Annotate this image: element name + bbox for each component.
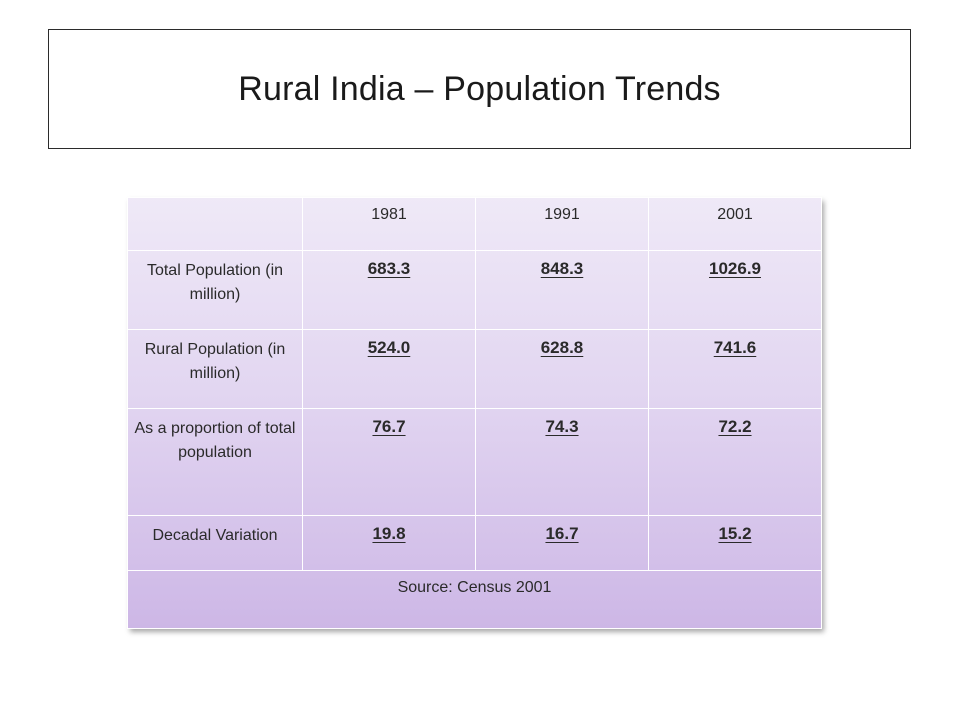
row-label-rural-population: Rural Population (in million) xyxy=(127,329,303,409)
header-cell-empty xyxy=(127,197,303,251)
header-cell-1981: 1981 xyxy=(302,197,476,251)
slide-title: Rural India – Population Trends xyxy=(238,69,721,108)
cell-rural-2001: 741.6 xyxy=(648,329,822,409)
cell-proportion-1991: 74.3 xyxy=(475,408,649,516)
title-box: Rural India – Population Trends xyxy=(48,29,911,149)
population-table-grid: 1981 1991 2001 Total Population (in mill… xyxy=(127,197,822,629)
cell-proportion-2001: 72.2 xyxy=(648,408,822,516)
table-row: Rural Population (in million) 524.0 628.… xyxy=(127,329,822,409)
row-label-proportion: As a proportion of total population xyxy=(127,408,303,516)
header-cell-1991: 1991 xyxy=(475,197,649,251)
cell-proportion-1981: 76.7 xyxy=(302,408,476,516)
table-row: Total Population (in million) 683.3 848.… xyxy=(127,250,822,330)
cell-total-1981: 683.3 xyxy=(302,250,476,330)
table-header-row: 1981 1991 2001 xyxy=(127,197,822,251)
cell-decadal-1991: 16.7 xyxy=(475,515,649,571)
cell-rural-1991: 628.8 xyxy=(475,329,649,409)
cell-total-2001: 1026.9 xyxy=(648,250,822,330)
population-table: 1981 1991 2001 Total Population (in mill… xyxy=(127,197,822,629)
table-row: Decadal Variation 19.8 16.7 15.2 xyxy=(127,515,822,571)
header-cell-2001: 2001 xyxy=(648,197,822,251)
cell-total-1991: 848.3 xyxy=(475,250,649,330)
row-label-decadal-variation: Decadal Variation xyxy=(127,515,303,571)
row-label-total-population: Total Population (in million) xyxy=(127,250,303,330)
cell-rural-1981: 524.0 xyxy=(302,329,476,409)
table-footer-row: Source: Census 2001 xyxy=(127,570,822,629)
cell-decadal-2001: 15.2 xyxy=(648,515,822,571)
table-row: As a proportion of total population 76.7… xyxy=(127,408,822,516)
source-note: Source: Census 2001 xyxy=(127,570,822,629)
cell-decadal-1981: 19.8 xyxy=(302,515,476,571)
